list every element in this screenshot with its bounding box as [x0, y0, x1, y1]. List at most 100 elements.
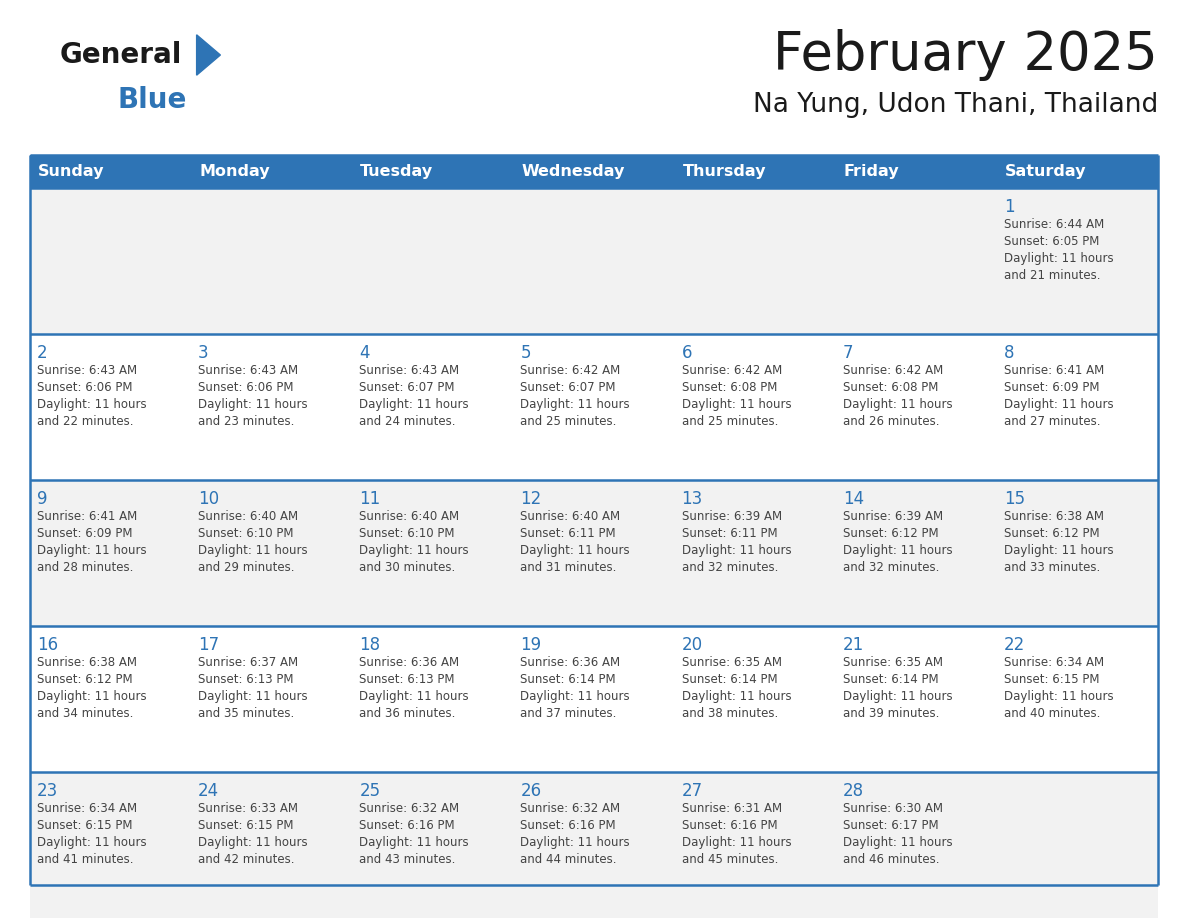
Text: 20: 20	[682, 636, 702, 654]
Text: Sunrise: 6:40 AM: Sunrise: 6:40 AM	[520, 510, 620, 523]
Text: Daylight: 11 hours: Daylight: 11 hours	[37, 398, 146, 411]
Text: Sunset: 6:12 PM: Sunset: 6:12 PM	[1004, 527, 1099, 540]
Text: Sunset: 6:12 PM: Sunset: 6:12 PM	[842, 527, 939, 540]
Text: 11: 11	[359, 490, 380, 508]
Text: Sunset: 6:13 PM: Sunset: 6:13 PM	[198, 673, 293, 686]
Bar	[30, 626, 1158, 772]
Text: 22: 22	[1004, 636, 1025, 654]
Text: Saturday: Saturday	[1005, 164, 1086, 179]
Text: Monday: Monday	[200, 164, 270, 179]
Text: Sunset: 6:13 PM: Sunset: 6:13 PM	[359, 673, 455, 686]
Text: Sunset: 6:08 PM: Sunset: 6:08 PM	[682, 381, 777, 394]
Text: Sunset: 6:09 PM: Sunset: 6:09 PM	[37, 527, 133, 540]
Text: 6: 6	[682, 344, 693, 362]
Text: 28: 28	[842, 782, 864, 800]
Text: Friday: Friday	[843, 164, 899, 179]
Text: Sunrise: 6:44 AM: Sunrise: 6:44 AM	[1004, 218, 1104, 231]
Text: and 28 minutes.: and 28 minutes.	[37, 561, 133, 574]
Text: Sunrise: 6:38 AM: Sunrise: 6:38 AM	[1004, 510, 1104, 523]
Text: Sunset: 6:07 PM: Sunset: 6:07 PM	[520, 381, 615, 394]
Text: Sunrise: 6:36 AM: Sunrise: 6:36 AM	[520, 656, 620, 669]
Text: Daylight: 11 hours: Daylight: 11 hours	[198, 398, 308, 411]
Text: Sunrise: 6:35 AM: Sunrise: 6:35 AM	[682, 656, 782, 669]
Text: Sunset: 6:15 PM: Sunset: 6:15 PM	[37, 819, 133, 832]
Text: General: General	[61, 41, 183, 69]
Text: Sunrise: 6:37 AM: Sunrise: 6:37 AM	[198, 656, 298, 669]
Text: Sunset: 6:14 PM: Sunset: 6:14 PM	[682, 673, 777, 686]
Text: Sunset: 6:06 PM: Sunset: 6:06 PM	[37, 381, 133, 394]
Text: Daylight: 11 hours: Daylight: 11 hours	[198, 544, 308, 557]
Text: and 45 minutes.: and 45 minutes.	[682, 853, 778, 866]
Text: 10: 10	[198, 490, 220, 508]
Text: Daylight: 11 hours: Daylight: 11 hours	[682, 544, 791, 557]
Text: Sunrise: 6:43 AM: Sunrise: 6:43 AM	[198, 364, 298, 377]
Text: Sunset: 6:15 PM: Sunset: 6:15 PM	[198, 819, 293, 832]
Text: Sunrise: 6:41 AM: Sunrise: 6:41 AM	[37, 510, 138, 523]
Text: Daylight: 11 hours: Daylight: 11 hours	[682, 836, 791, 849]
Text: Daylight: 11 hours: Daylight: 11 hours	[842, 544, 953, 557]
Text: Sunset: 6:10 PM: Sunset: 6:10 PM	[359, 527, 455, 540]
Text: 4: 4	[359, 344, 369, 362]
Text: Daylight: 11 hours: Daylight: 11 hours	[1004, 252, 1113, 265]
Text: 25: 25	[359, 782, 380, 800]
Text: and 24 minutes.: and 24 minutes.	[359, 415, 456, 428]
Text: Blue: Blue	[118, 86, 187, 114]
Text: 12: 12	[520, 490, 542, 508]
Text: 26: 26	[520, 782, 542, 800]
Text: 13: 13	[682, 490, 703, 508]
Text: Sunset: 6:16 PM: Sunset: 6:16 PM	[359, 819, 455, 832]
Text: Daylight: 11 hours: Daylight: 11 hours	[359, 544, 469, 557]
Bar	[30, 480, 1158, 626]
Text: Sunset: 6:07 PM: Sunset: 6:07 PM	[359, 381, 455, 394]
Text: Wednesday: Wednesday	[522, 164, 625, 179]
Text: Sunrise: 6:31 AM: Sunrise: 6:31 AM	[682, 802, 782, 815]
Bar	[30, 334, 1158, 480]
Text: 14: 14	[842, 490, 864, 508]
Text: Sunrise: 6:39 AM: Sunrise: 6:39 AM	[682, 510, 782, 523]
Text: Sunset: 6:16 PM: Sunset: 6:16 PM	[682, 819, 777, 832]
Text: 17: 17	[198, 636, 220, 654]
Text: 15: 15	[1004, 490, 1025, 508]
Text: 23: 23	[37, 782, 58, 800]
Text: and 23 minutes.: and 23 minutes.	[198, 415, 295, 428]
Text: Daylight: 11 hours: Daylight: 11 hours	[520, 398, 630, 411]
Text: Sunrise: 6:38 AM: Sunrise: 6:38 AM	[37, 656, 137, 669]
Text: and 32 minutes.: and 32 minutes.	[682, 561, 778, 574]
Text: Sunset: 6:10 PM: Sunset: 6:10 PM	[198, 527, 293, 540]
Text: Sunrise: 6:34 AM: Sunrise: 6:34 AM	[1004, 656, 1104, 669]
Bar	[30, 772, 1158, 918]
Text: Daylight: 11 hours: Daylight: 11 hours	[37, 544, 146, 557]
Text: Daylight: 11 hours: Daylight: 11 hours	[682, 690, 791, 703]
Text: Sunset: 6:05 PM: Sunset: 6:05 PM	[1004, 235, 1099, 248]
Text: Daylight: 11 hours: Daylight: 11 hours	[520, 544, 630, 557]
Text: February 2025: February 2025	[773, 29, 1158, 81]
Text: Sunset: 6:12 PM: Sunset: 6:12 PM	[37, 673, 133, 686]
Text: 7: 7	[842, 344, 853, 362]
Text: Sunrise: 6:36 AM: Sunrise: 6:36 AM	[359, 656, 460, 669]
Text: and 25 minutes.: and 25 minutes.	[682, 415, 778, 428]
Text: Daylight: 11 hours: Daylight: 11 hours	[842, 836, 953, 849]
Text: Sunrise: 6:32 AM: Sunrise: 6:32 AM	[520, 802, 620, 815]
Text: and 33 minutes.: and 33 minutes.	[1004, 561, 1100, 574]
Text: Daylight: 11 hours: Daylight: 11 hours	[1004, 544, 1113, 557]
Text: and 40 minutes.: and 40 minutes.	[1004, 707, 1100, 720]
Text: and 42 minutes.: and 42 minutes.	[198, 853, 295, 866]
Text: Sunset: 6:11 PM: Sunset: 6:11 PM	[520, 527, 617, 540]
Text: 8: 8	[1004, 344, 1015, 362]
Text: 9: 9	[37, 490, 48, 508]
Text: Tuesday: Tuesday	[360, 164, 434, 179]
Text: 21: 21	[842, 636, 864, 654]
Text: 5: 5	[520, 344, 531, 362]
Text: Daylight: 11 hours: Daylight: 11 hours	[520, 690, 630, 703]
Text: and 22 minutes.: and 22 minutes.	[37, 415, 133, 428]
Text: Sunset: 6:08 PM: Sunset: 6:08 PM	[842, 381, 939, 394]
Text: Sunrise: 6:34 AM: Sunrise: 6:34 AM	[37, 802, 137, 815]
Polygon shape	[197, 35, 221, 75]
Text: 27: 27	[682, 782, 702, 800]
Text: and 21 minutes.: and 21 minutes.	[1004, 269, 1100, 282]
Text: Daylight: 11 hours: Daylight: 11 hours	[359, 398, 469, 411]
Text: and 26 minutes.: and 26 minutes.	[842, 415, 940, 428]
Text: 2: 2	[37, 344, 48, 362]
Text: and 39 minutes.: and 39 minutes.	[842, 707, 939, 720]
Text: Sunset: 6:06 PM: Sunset: 6:06 PM	[198, 381, 293, 394]
